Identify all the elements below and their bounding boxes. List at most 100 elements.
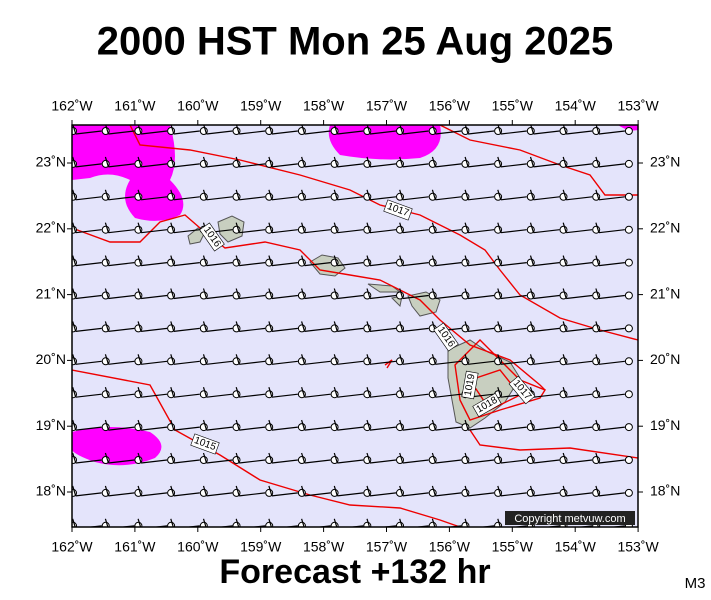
- barb-flag: [366, 189, 371, 200]
- barb-flag: [301, 288, 306, 299]
- barb-flag: [562, 354, 567, 365]
- lon-label: 158˚W: [303, 98, 345, 114]
- barb-flag: [562, 288, 567, 299]
- barb-flag: [464, 485, 469, 497]
- lon-label: 162˚W: [51, 539, 93, 555]
- barb-shaft: [533, 327, 560, 332]
- barb-flag: [72, 189, 77, 200]
- barb-flag: [301, 222, 306, 233]
- barb-shaft: [239, 459, 266, 464]
- barb-shaft: [598, 196, 625, 201]
- barb-shaft: [75, 163, 102, 168]
- barb-flag: [235, 255, 240, 266]
- barb-shaft: [566, 393, 593, 398]
- barb-flag: [301, 156, 306, 168]
- barb-shaft: [598, 459, 625, 464]
- barb-shaft: [337, 393, 364, 398]
- barb-station: [461, 521, 470, 527]
- barb-flag: [464, 321, 469, 332]
- barb-flag: [72, 321, 77, 332]
- barb-flag: [301, 189, 306, 200]
- barb-flag: [529, 419, 535, 431]
- barb-shaft: [500, 327, 527, 332]
- barb-shaft: [108, 262, 135, 267]
- barb-shaft: [239, 327, 266, 332]
- barb-flag: [72, 288, 77, 299]
- barb-shaft: [337, 163, 364, 168]
- barb-flag: [366, 156, 371, 168]
- barb-shaft: [304, 196, 331, 201]
- barb-shaft: [239, 229, 266, 234]
- barb-flag: [497, 354, 502, 365]
- barb-flag: [40, 190, 43, 200]
- barb-shaft: [141, 130, 168, 135]
- barb-shaft: [500, 492, 527, 497]
- barb-flag: [529, 189, 535, 200]
- barb-flag: [399, 354, 404, 365]
- barb-shaft: [75, 294, 102, 300]
- barb-flag: [431, 222, 436, 233]
- barb-shaft: [500, 229, 527, 234]
- barb-shaft: [468, 196, 495, 201]
- barb-shaft: [402, 163, 429, 168]
- barb-shaft: [108, 393, 135, 398]
- barb-flag: [562, 452, 567, 464]
- barb-flag: [529, 255, 535, 266]
- barb-flag: [595, 189, 600, 200]
- barb-shaft: [369, 196, 397, 201]
- barb-flag: [104, 518, 109, 527]
- barb-shaft: [206, 492, 233, 497]
- barb-shaft: [43, 197, 69, 200]
- isobar-label-box: [190, 433, 220, 455]
- barb-shaft: [173, 229, 200, 234]
- barb-flag: [333, 189, 338, 200]
- lon-label: 155˚W: [492, 98, 534, 114]
- barb-flag: [268, 419, 273, 431]
- barb-shaft: [500, 294, 527, 300]
- barb-flag: [399, 189, 404, 200]
- barb-shaft: [468, 130, 495, 135]
- barb-flag: [562, 156, 567, 168]
- barb-flag: [562, 222, 567, 233]
- barb-shaft: [173, 426, 200, 431]
- copyright: Copyright metvuw.com: [514, 513, 625, 525]
- barb-station: [167, 521, 176, 527]
- barb-flag: [399, 387, 404, 398]
- lon-label: 161˚W: [114, 539, 156, 555]
- barb-station: [232, 521, 241, 527]
- lat-label: 18˚N: [650, 483, 680, 499]
- barb-flag: [366, 452, 371, 464]
- barb-flag: [202, 189, 208, 200]
- barb-flag: [464, 156, 469, 168]
- barb-flag: [464, 518, 469, 527]
- barb-flag: [268, 288, 273, 299]
- barb-flag: [268, 387, 273, 398]
- barb-shaft: [271, 492, 298, 497]
- barb-flag: [202, 288, 208, 299]
- barb-flag: [235, 419, 240, 431]
- barb-flag: [529, 354, 535, 365]
- barb-shaft: [435, 426, 462, 431]
- barb-shaft: [239, 196, 266, 201]
- barb-flag: [72, 452, 77, 464]
- barb-flag: [497, 452, 502, 464]
- barb-flag: [562, 189, 567, 200]
- barb-shaft: [304, 229, 331, 234]
- barb-flag: [268, 321, 273, 332]
- lat-label: 23˚N: [36, 154, 66, 170]
- barb-flag: [333, 288, 338, 299]
- barb-shaft: [108, 130, 135, 135]
- barb-shaft: [75, 229, 102, 234]
- barb-flag: [268, 485, 273, 497]
- barb-shaft: [598, 426, 625, 431]
- barb-flag: [497, 156, 502, 168]
- barb-shaft: [43, 460, 69, 463]
- barb-flag: [202, 321, 208, 332]
- barb-shaft: [173, 130, 200, 135]
- barb-flag: [137, 321, 142, 332]
- barb-flag: [399, 485, 404, 497]
- title: 2000 HST Mon 25 Aug 2025: [97, 20, 613, 64]
- barb-flag: [268, 156, 273, 168]
- barb-shaft: [500, 262, 527, 267]
- barb-shaft: [173, 196, 200, 201]
